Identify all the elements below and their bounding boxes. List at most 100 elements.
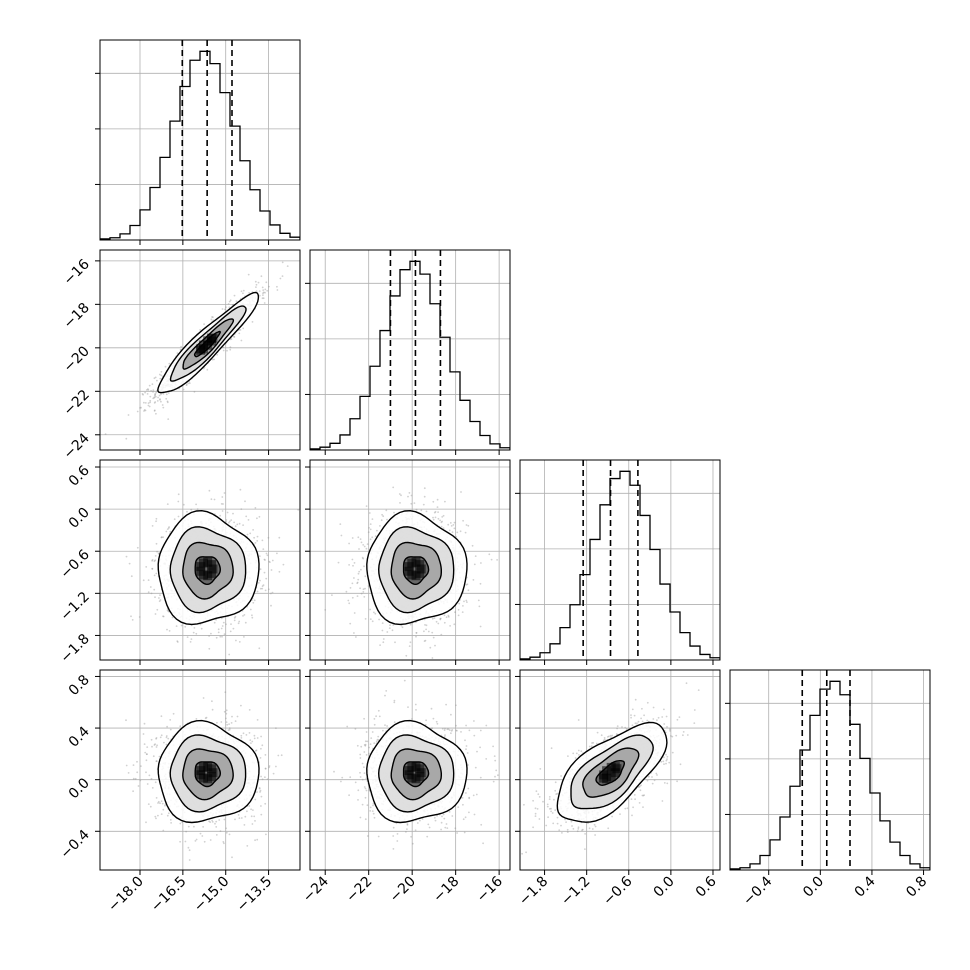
- panel-frame: [99, 39, 301, 241]
- scatter-point: [233, 617, 236, 619]
- scatter-point: [373, 611, 375, 614]
- scatter-point: [405, 654, 408, 657]
- scatter-point: [348, 542, 350, 545]
- scatter-point: [249, 739, 252, 741]
- scatter-point: [177, 500, 180, 503]
- scatter-point: [220, 627, 223, 630]
- scatter-point: [259, 789, 262, 792]
- scatter-point: [224, 308, 226, 311]
- scatter-point: [434, 516, 437, 519]
- scatter-point: [213, 498, 216, 501]
- scatter-point: [181, 821, 184, 824]
- scatter-point: [251, 616, 254, 619]
- scatter-point: [360, 541, 363, 544]
- scatter-point: [186, 636, 189, 638]
- contour-line: [157, 509, 260, 626]
- scatter-point: [156, 608, 159, 611]
- scatter-point: [363, 545, 366, 548]
- scatter-point: [199, 329, 202, 331]
- scatter-point: [242, 524, 245, 526]
- scatter-point: [374, 535, 377, 538]
- scatter-point: [240, 704, 242, 707]
- scatter-point: [496, 559, 498, 561]
- scatter-point: [158, 373, 161, 376]
- scatter-point: [265, 552, 268, 555]
- scatter-point: [230, 519, 233, 521]
- scatter-point: [153, 402, 156, 404]
- scatter-point: [382, 515, 385, 518]
- scatter-point: [374, 612, 377, 615]
- scatter-point: [353, 632, 355, 634]
- scatter-point: [151, 745, 153, 748]
- scatter-point: [219, 514, 222, 517]
- scatter-point: [382, 638, 385, 640]
- scatter-point: [217, 628, 220, 631]
- scatter-point: [261, 587, 264, 590]
- scatter-point: [449, 625, 451, 627]
- scatter-point: [265, 281, 268, 284]
- scatter-point: [210, 632, 212, 635]
- scatter-point: [270, 592, 272, 595]
- scatter-point: [447, 614, 450, 617]
- histogram-step-line: [310, 260, 510, 450]
- scatter-point: [443, 621, 446, 624]
- scatter-point: [154, 401, 157, 403]
- scatter-point: [440, 633, 443, 636]
- scatter-point: [225, 520, 228, 523]
- scatter-point: [268, 285, 270, 288]
- scatter-point: [223, 633, 226, 636]
- scatter-point: [359, 538, 362, 540]
- scatter-point: [394, 641, 396, 644]
- scatter-point: [160, 370, 163, 373]
- scatter-point: [221, 625, 224, 627]
- scatter-point: [210, 318, 213, 321]
- scatter-point: [265, 577, 268, 580]
- scatter-point: [440, 525, 443, 528]
- scatter-point: [266, 554, 269, 557]
- scatter-point: [253, 599, 256, 602]
- scatter-point: [193, 390, 196, 393]
- scatter-point: [467, 589, 470, 592]
- scatter-point: [136, 546, 139, 549]
- scatter-point: [490, 558, 493, 561]
- scatter-point: [355, 636, 357, 638]
- scatter-point: [162, 615, 165, 618]
- scatter-point: [262, 291, 265, 294]
- scatter-point: [461, 611, 464, 613]
- scatter-point: [223, 710, 226, 713]
- scatter-point: [439, 618, 442, 621]
- scatter-point: [155, 412, 157, 415]
- scatter-point: [410, 494, 413, 497]
- scatter-point: [261, 286, 264, 289]
- scatter-point: [228, 653, 231, 656]
- scatter-point: [260, 735, 262, 738]
- scatter-point: [477, 599, 480, 602]
- scatter-point: [238, 332, 241, 335]
- scatter-point: [262, 548, 265, 550]
- scatter-point: [166, 528, 169, 530]
- scatter-point: [425, 628, 427, 631]
- scatter-point: [212, 316, 214, 319]
- scatter-point: [233, 336, 236, 338]
- scatter-point: [158, 600, 161, 603]
- scatter-point: [262, 292, 264, 295]
- scatter-point: [253, 536, 256, 539]
- scatter-point: [168, 526, 171, 528]
- density-core-cell: [415, 568, 425, 578]
- scatter-point: [258, 294, 261, 297]
- scatter-point: [208, 647, 211, 650]
- scatter-point: [182, 503, 185, 506]
- scatter-point: [252, 529, 255, 531]
- scatter-point: [142, 733, 145, 735]
- scatter-point: [246, 845, 249, 847]
- scatter-point: [239, 488, 242, 491]
- scatter-point: [240, 339, 243, 342]
- scatter-point: [221, 308, 224, 310]
- scatter-point: [162, 393, 165, 395]
- scatter-point: [216, 353, 219, 356]
- scatter-point: [465, 583, 468, 586]
- scatter-point: [278, 570, 281, 573]
- scatter-point: [148, 384, 151, 387]
- scatter-point: [264, 288, 267, 291]
- scatter-point: [144, 409, 147, 412]
